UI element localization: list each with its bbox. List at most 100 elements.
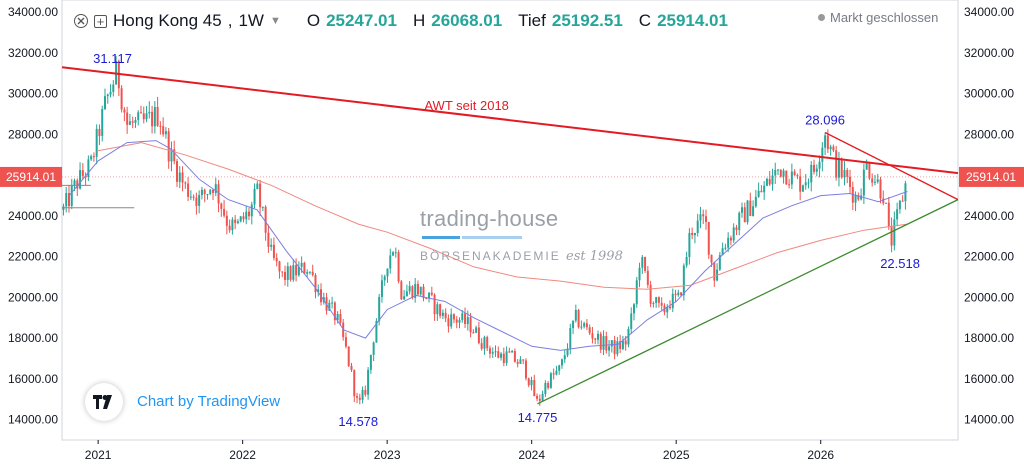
candle-body <box>710 254 713 263</box>
y-tick-label-right: 16000.00 <box>964 372 1014 386</box>
y-tick-label-left: 32000.00 <box>8 46 58 60</box>
y-tick-label-right: 24000.00 <box>964 209 1014 223</box>
candle-body <box>760 190 763 193</box>
candle-body <box>779 169 782 177</box>
candle-body <box>173 149 176 162</box>
candle-body <box>896 209 899 220</box>
candle-body <box>109 91 112 95</box>
candle-body <box>386 268 389 277</box>
price-tag-text: 25914.01 <box>6 170 56 184</box>
candle-body <box>657 297 660 303</box>
candle-body <box>181 172 184 183</box>
candle-body <box>774 169 777 176</box>
candle-body <box>832 146 835 151</box>
tradingview-branding[interactable]: Chart by TradingView <box>137 393 281 410</box>
candle-body <box>403 296 406 300</box>
candle-body <box>156 106 159 126</box>
chevron-down-icon[interactable]: ▼ <box>269 15 281 27</box>
candle-body <box>527 378 530 386</box>
candle-body <box>688 232 691 257</box>
y-tick-label-left: 28000.00 <box>8 127 58 141</box>
y-tick-label-right: 18000.00 <box>964 331 1014 345</box>
candle-body <box>200 189 203 196</box>
candle-body <box>101 108 104 136</box>
candle-body <box>187 183 190 197</box>
trendline-resistance <box>61 66 959 175</box>
current-price-tag-right: 25914.01 <box>959 166 1024 187</box>
candle-body <box>882 198 885 204</box>
candle-body <box>491 352 494 354</box>
candle-body <box>483 337 486 349</box>
candle-body <box>225 215 228 226</box>
candle-body <box>901 200 904 202</box>
candles-group <box>62 56 907 406</box>
hide-icon[interactable] <box>74 14 88 28</box>
candle-body <box>898 200 901 210</box>
candle-body <box>818 161 821 169</box>
candle-body <box>148 111 151 114</box>
candle-body <box>90 156 93 160</box>
candle-body <box>486 337 489 349</box>
candle-body <box>713 262 716 281</box>
candle-body <box>234 219 237 224</box>
candle-body <box>380 280 383 297</box>
candle-body <box>228 225 231 231</box>
candle-body <box>502 353 505 364</box>
candle-body <box>890 226 893 246</box>
candle-body <box>289 266 292 280</box>
candle-body <box>212 189 215 193</box>
candle-body <box>782 170 785 177</box>
candle-body <box>796 175 799 177</box>
candle-body <box>170 149 173 162</box>
candle-body <box>328 302 331 311</box>
annotation-label: AWT seit 2018 <box>424 98 509 113</box>
candle-body <box>444 312 447 319</box>
y-tick-label-right: 28000.00 <box>964 127 1014 141</box>
add-compare-icon[interactable]: + <box>94 14 107 28</box>
candle-body <box>497 351 500 358</box>
candle-body <box>430 292 433 295</box>
symbol-name[interactable]: Hong Kong 45 <box>113 11 222 30</box>
price-tag-bg <box>0 166 62 187</box>
candle-body <box>292 265 295 280</box>
candle-body <box>563 355 566 360</box>
plot-frame <box>61 0 959 441</box>
close-value: 25914.01 <box>657 11 728 30</box>
watermark-line3: est 1998 <box>566 249 623 264</box>
candle-body <box>644 257 647 271</box>
low-label: Tief <box>518 11 546 30</box>
candle-body <box>383 276 386 281</box>
candle-body <box>743 207 746 223</box>
candle-body <box>569 328 572 349</box>
annotation-label: 14.578 <box>338 414 378 429</box>
candle-body <box>682 265 685 296</box>
interval[interactable]: 1W <box>238 11 264 30</box>
candle-body <box>837 159 840 178</box>
candle-body <box>646 270 649 285</box>
candle-body <box>450 314 453 327</box>
candle-body <box>145 113 148 120</box>
close-label: C <box>638 11 652 30</box>
candle-body <box>378 296 381 322</box>
candle-body <box>452 314 455 320</box>
candle-body <box>813 164 816 172</box>
candle-body <box>256 183 259 189</box>
price-tag-bg <box>959 166 1024 187</box>
candle-body <box>754 196 757 207</box>
candle-body <box>505 351 508 364</box>
candle-body <box>533 380 536 396</box>
y-tick-label-right: 34000.00 <box>964 5 1014 19</box>
candle-body <box>829 146 832 150</box>
x-tick-label: 2021 <box>85 448 112 462</box>
candle-body <box>876 179 879 182</box>
candle-body <box>810 164 813 183</box>
high-value: 26068.01 <box>431 11 503 30</box>
tradingview-logo-icon[interactable] <box>85 383 123 421</box>
candle-body <box>696 220 699 234</box>
candle-body <box>394 252 397 254</box>
candle-body <box>801 185 804 192</box>
candle-body <box>475 327 478 333</box>
candle-body <box>422 286 425 299</box>
candle-body <box>472 332 475 334</box>
